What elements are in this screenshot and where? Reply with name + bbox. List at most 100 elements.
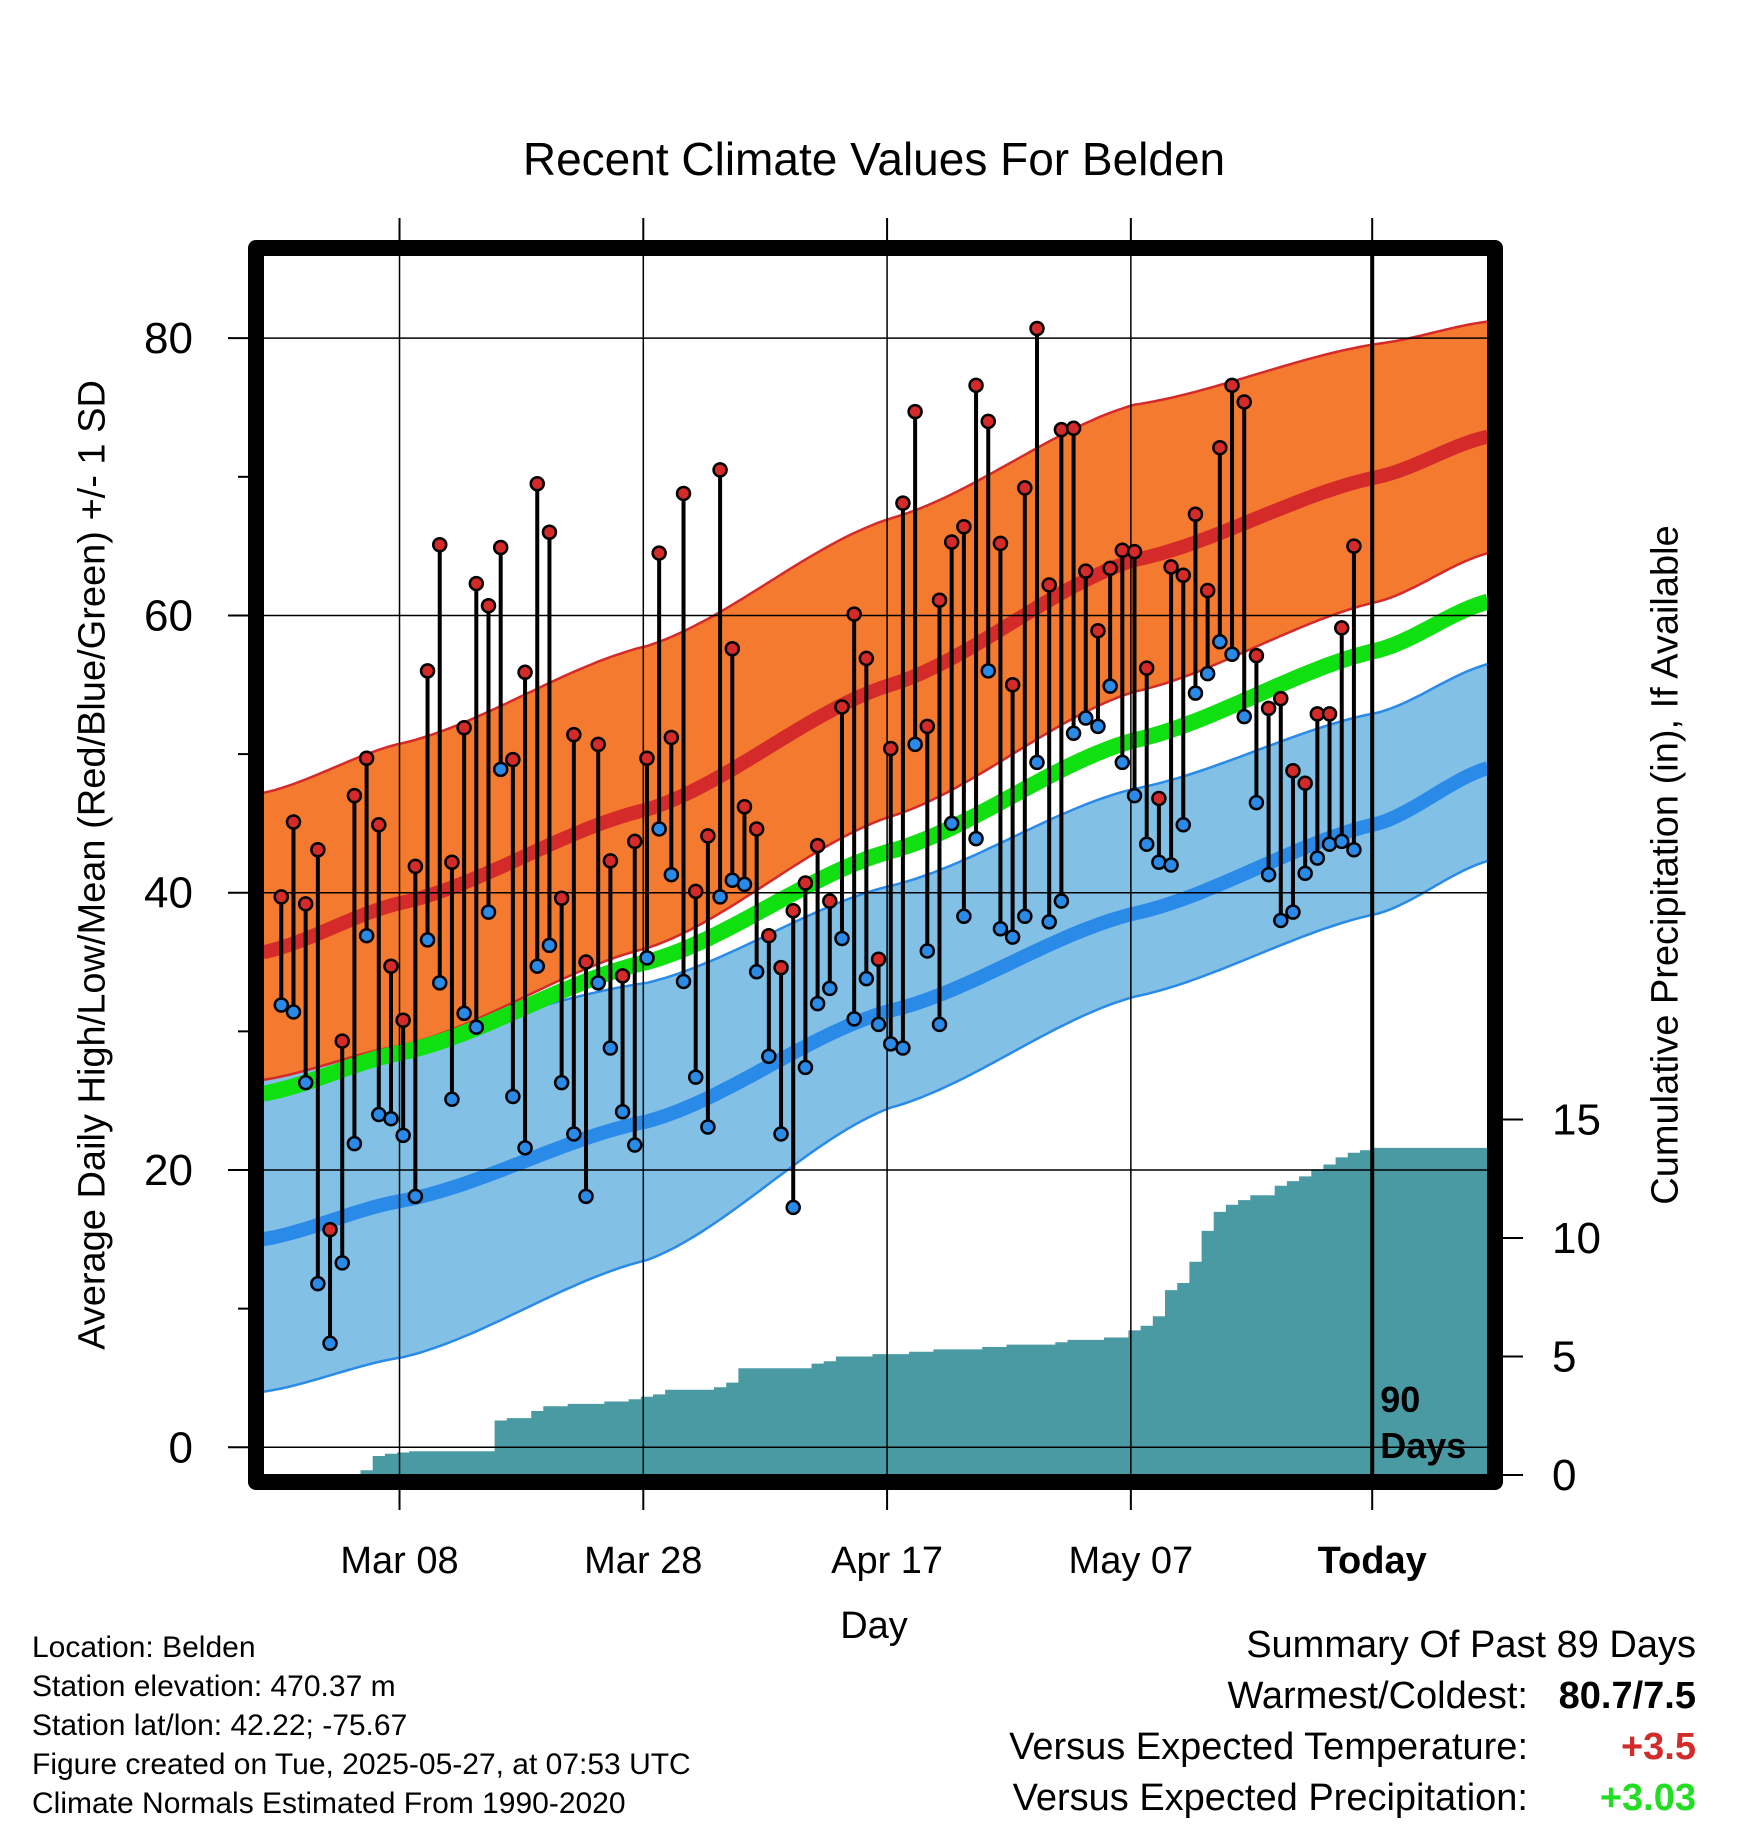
low-point bbox=[1175, 817, 1192, 833]
latlon-text: Station lat/lon: 42.22; -75.67 bbox=[32, 1709, 408, 1742]
low-point bbox=[1163, 857, 1179, 873]
high-point bbox=[1199, 582, 1216, 599]
low-point bbox=[1090, 718, 1106, 735]
high-point bbox=[797, 875, 814, 891]
high-point bbox=[761, 927, 777, 944]
temp-label: Versus Expected Temperature: bbox=[1009, 1726, 1528, 1768]
y2-tick-label: 10 bbox=[1552, 1214, 1601, 1263]
high-normal-line bbox=[263, 429, 1488, 960]
high-point bbox=[956, 518, 972, 535]
low-point bbox=[1114, 754, 1131, 771]
location-text: Location: Belden bbox=[32, 1631, 256, 1664]
low-point bbox=[663, 866, 680, 883]
low-point bbox=[541, 937, 558, 954]
y-tick-label: 40 bbox=[144, 869, 193, 918]
high-point bbox=[1224, 377, 1240, 394]
y2-axis-label: Cumulative Precipitation (in), If Availa… bbox=[1644, 525, 1687, 1205]
low-sd-band-lower-edge bbox=[263, 859, 1488, 1394]
y2-tick-label: 0 bbox=[1552, 1451, 1576, 1500]
high-point bbox=[383, 958, 399, 974]
low-point bbox=[456, 1005, 472, 1022]
high-point bbox=[1151, 790, 1167, 807]
low-point bbox=[785, 1199, 801, 1216]
low-point bbox=[1321, 836, 1338, 852]
high-point bbox=[346, 787, 363, 804]
low-point bbox=[1065, 725, 1082, 742]
precip-value: +3.03 bbox=[1599, 1777, 1696, 1819]
low-point bbox=[358, 927, 375, 944]
high-point bbox=[980, 413, 996, 430]
low-point bbox=[968, 830, 984, 847]
high-point bbox=[687, 883, 704, 900]
low-point bbox=[1078, 710, 1094, 726]
high-point bbox=[712, 462, 728, 478]
high-point bbox=[785, 903, 801, 919]
low-point bbox=[310, 1275, 326, 1292]
high-point bbox=[773, 959, 789, 976]
high-point bbox=[895, 495, 911, 511]
high-point bbox=[297, 896, 314, 912]
low-point bbox=[273, 997, 290, 1013]
y2-tick-label: 15 bbox=[1552, 1095, 1601, 1144]
precip-row: Versus Expected Precipitation: +3.03 bbox=[1009, 1773, 1696, 1824]
y-tick-label: 80 bbox=[144, 314, 193, 363]
low-point bbox=[943, 815, 960, 832]
low-point bbox=[956, 908, 972, 925]
high-point bbox=[468, 575, 485, 592]
low-point bbox=[468, 1019, 485, 1035]
y-tick-label: 0 bbox=[169, 1423, 193, 1472]
low-point bbox=[846, 1011, 862, 1027]
high-point bbox=[1273, 690, 1289, 707]
high-point bbox=[1138, 660, 1155, 676]
high-point bbox=[809, 837, 826, 854]
low-point bbox=[334, 1255, 350, 1271]
high-point bbox=[1285, 762, 1301, 779]
high-point bbox=[456, 720, 472, 736]
low-normal-line bbox=[263, 761, 1488, 1247]
low-point bbox=[407, 1188, 424, 1205]
low-point bbox=[395, 1127, 411, 1144]
high-point bbox=[846, 606, 862, 622]
low-point bbox=[736, 876, 753, 893]
high-point bbox=[639, 750, 655, 766]
low-point bbox=[1151, 854, 1167, 870]
elevation-text: Station elevation: 470.37 m bbox=[32, 1670, 396, 1703]
high-point bbox=[1029, 320, 1045, 337]
high-point bbox=[1163, 559, 1179, 575]
low-point bbox=[992, 921, 1009, 937]
high-point bbox=[1333, 620, 1350, 636]
low-point bbox=[1248, 794, 1265, 811]
low-point bbox=[627, 1137, 643, 1153]
high-point bbox=[943, 534, 960, 550]
high-point bbox=[371, 817, 387, 833]
high-point bbox=[968, 377, 984, 394]
high-point bbox=[700, 828, 716, 844]
low-point bbox=[1260, 866, 1277, 883]
low-point bbox=[346, 1135, 363, 1152]
warmest-label: Warmest/Coldest: bbox=[1227, 1675, 1528, 1717]
high-point bbox=[748, 821, 765, 837]
high-point bbox=[907, 403, 923, 420]
high-point bbox=[1053, 421, 1070, 438]
low-point bbox=[419, 932, 436, 948]
low-point bbox=[529, 958, 546, 974]
high-point bbox=[736, 799, 753, 815]
warmest-row: Warmest/Coldest: 80.7/7.5 bbox=[1009, 1671, 1696, 1722]
low-point bbox=[566, 1126, 582, 1142]
low-point bbox=[553, 1074, 570, 1091]
mean-normal-line bbox=[263, 593, 1488, 1102]
low-point bbox=[870, 1016, 887, 1033]
high-point bbox=[419, 663, 436, 679]
today-label: Days bbox=[1380, 1425, 1466, 1466]
high-point bbox=[724, 640, 741, 657]
warmest-value: 80.7/7.5 bbox=[1558, 1675, 1696, 1717]
high-point bbox=[492, 539, 509, 556]
high-point bbox=[614, 968, 631, 984]
plot-frame bbox=[248, 240, 1503, 1490]
low-point bbox=[1041, 914, 1057, 930]
high-point bbox=[273, 889, 290, 905]
x-tick-label: Mar 28 bbox=[584, 1540, 702, 1582]
high-point bbox=[407, 858, 424, 875]
temp-row: Versus Expected Temperature: +3.5 bbox=[1009, 1722, 1696, 1773]
high-point bbox=[1236, 394, 1252, 410]
